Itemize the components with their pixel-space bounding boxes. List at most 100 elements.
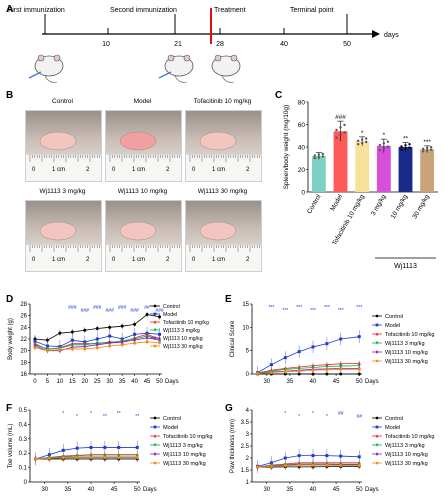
x-tick-label: 45 (333, 379, 340, 385)
data-point (145, 313, 149, 316)
legend-label: Tofacitinib 10 mg/kg (385, 332, 434, 338)
x-tick-label: 50 (156, 379, 163, 385)
data-point (400, 148, 403, 152)
photo-title: Wj1113 3 mg/kg (39, 188, 86, 195)
photo-title: Wj1113 10 mg/kg (117, 188, 168, 195)
data-point (386, 140, 390, 143)
data-point (425, 146, 429, 150)
significance-label: ## (144, 305, 150, 311)
data-point (408, 146, 411, 149)
label-second-immunization: Second immunization (110, 7, 177, 14)
legend-label: Wj1113 10 mg/kg (385, 350, 428, 356)
data-point (375, 416, 379, 420)
data-point (364, 140, 368, 144)
data-point (283, 464, 287, 468)
significance-label: *** (338, 308, 344, 314)
data-point (153, 328, 157, 332)
group-label: Wj1113 (394, 263, 417, 270)
data-point (339, 126, 342, 129)
x-tick-label: 45 (111, 487, 118, 493)
ruler-label: 0 (112, 257, 116, 263)
legend-label: Wj1113 30 mg/kg (385, 461, 428, 467)
data-point (153, 304, 157, 308)
data-point (343, 131, 346, 134)
x-tick-label: 35 (287, 487, 294, 493)
data-point (375, 341, 379, 345)
data-point (120, 339, 124, 344)
legend-label: Model (385, 323, 400, 329)
series-line (257, 463, 360, 468)
series-line (257, 464, 360, 468)
category-label: Control (306, 193, 323, 215)
chart-g-paw-thickness: 1 1.5 2 2.5 3 3.5 4 30 35 40 45 50 Paw thickness (mm… (230, 408, 434, 493)
data-point (120, 343, 124, 347)
significance-label: ### (118, 305, 127, 311)
significance-label: *** (296, 305, 302, 311)
legend-label: Control (385, 314, 403, 320)
data-point (375, 425, 379, 429)
tick-50: 50 (343, 41, 351, 48)
data-point (269, 371, 273, 375)
data-point (357, 367, 361, 371)
y-tick-label: 0.4 (19, 422, 28, 428)
ruler-label: 0 (192, 257, 196, 263)
panel-label-b: B (6, 90, 14, 101)
series-line (257, 365, 360, 374)
tick-10: 10 (102, 41, 110, 48)
significance-label: ### (155, 308, 164, 314)
significance-label: ** (117, 411, 121, 417)
data-point (269, 363, 273, 367)
series-line (35, 457, 138, 460)
ruler-drawing: 0 1 cm 2 (26, 221, 101, 271)
mouse-paw-photo: 0 1 cm 2 (25, 110, 102, 182)
y-axis-label: Spleen/body weight (mg/10g) (283, 105, 290, 190)
data-point (283, 370, 287, 374)
data-point (89, 456, 93, 460)
data-point (256, 372, 260, 376)
y-axis-label: Paw thickness (mm) (230, 419, 236, 473)
data-point (311, 345, 315, 349)
x-tick-label: 30 (263, 379, 270, 385)
data-point (145, 340, 149, 344)
y-tick-label: 22 (20, 337, 27, 343)
data-point (45, 349, 49, 353)
data-point (325, 372, 329, 376)
series-line (257, 362, 360, 374)
data-point (325, 463, 329, 467)
significance-label: * (326, 414, 328, 420)
series-line (257, 368, 360, 374)
data-point (120, 324, 124, 328)
y-tick-label: 0 (301, 190, 305, 197)
bar (355, 141, 370, 192)
data-point (108, 334, 112, 338)
y-tick-label: 1 (246, 480, 250, 486)
data-point (297, 369, 301, 373)
bar (398, 147, 413, 192)
data-point (153, 452, 157, 456)
y-tick-label: 18 (20, 360, 27, 366)
data-point (404, 147, 407, 150)
data-point (378, 143, 382, 147)
ruler-label: 2 (166, 257, 170, 263)
data-point (382, 147, 386, 150)
data-point (378, 148, 382, 152)
data-point (325, 342, 329, 346)
legend-label: Model (163, 425, 178, 431)
legend-label: Model (163, 312, 177, 318)
data-point (108, 341, 112, 346)
data-point (360, 138, 364, 141)
y-tick-label: 0.2 (19, 451, 28, 457)
data-point (375, 443, 379, 447)
x-tick-label: 20 (81, 379, 88, 385)
data-point (313, 156, 317, 160)
panel-label-a: A (6, 4, 14, 15)
ruler-label: 2 (86, 257, 90, 263)
data-point (89, 445, 93, 449)
y-tick-label: 4 (246, 408, 250, 414)
x-tick-label: 40 (310, 487, 317, 493)
mouse-paw-photo: 0 1 cm 2 (25, 200, 102, 272)
series-line (257, 336, 360, 373)
paw-shape (199, 131, 237, 151)
data-point (95, 342, 99, 347)
legend-label: Wj1113 3 mg/kg (385, 443, 425, 449)
